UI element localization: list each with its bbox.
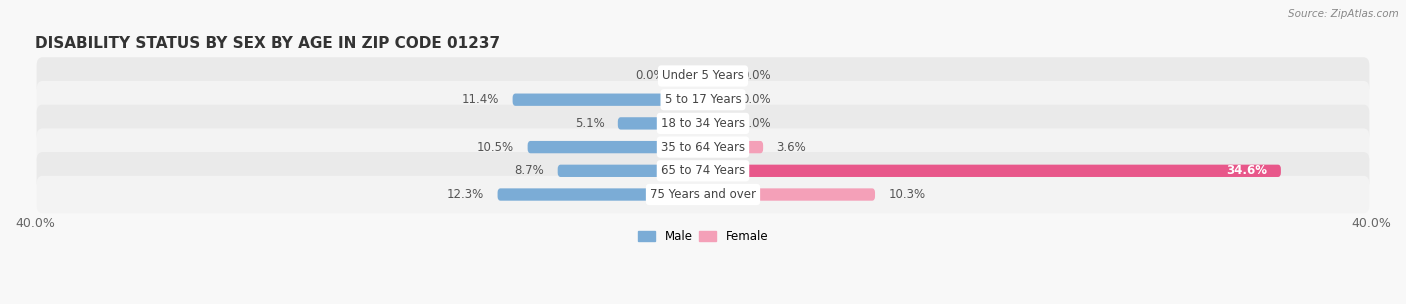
FancyBboxPatch shape — [513, 94, 703, 106]
Text: 5.1%: 5.1% — [575, 117, 605, 130]
Text: 11.4%: 11.4% — [461, 93, 499, 106]
FancyBboxPatch shape — [617, 117, 703, 130]
Text: 0.0%: 0.0% — [741, 117, 770, 130]
Text: 12.3%: 12.3% — [447, 188, 484, 201]
FancyBboxPatch shape — [498, 188, 703, 201]
FancyBboxPatch shape — [703, 188, 875, 201]
Text: Under 5 Years: Under 5 Years — [662, 70, 744, 82]
Text: 34.6%: 34.6% — [1226, 164, 1268, 177]
Text: 3.6%: 3.6% — [776, 141, 806, 154]
FancyBboxPatch shape — [558, 165, 703, 177]
FancyBboxPatch shape — [37, 176, 1369, 213]
FancyBboxPatch shape — [37, 105, 1369, 142]
Text: 5 to 17 Years: 5 to 17 Years — [665, 93, 741, 106]
Text: Source: ZipAtlas.com: Source: ZipAtlas.com — [1288, 9, 1399, 19]
Text: 65 to 74 Years: 65 to 74 Years — [661, 164, 745, 177]
Text: 10.3%: 10.3% — [889, 188, 925, 201]
FancyBboxPatch shape — [703, 141, 763, 153]
Text: 75 Years and over: 75 Years and over — [650, 188, 756, 201]
Text: 8.7%: 8.7% — [515, 164, 544, 177]
Text: 0.0%: 0.0% — [741, 93, 770, 106]
Text: 10.5%: 10.5% — [477, 141, 515, 154]
FancyBboxPatch shape — [703, 70, 728, 82]
FancyBboxPatch shape — [678, 70, 703, 82]
Text: 35 to 64 Years: 35 to 64 Years — [661, 141, 745, 154]
Text: 18 to 34 Years: 18 to 34 Years — [661, 117, 745, 130]
FancyBboxPatch shape — [703, 94, 728, 106]
FancyBboxPatch shape — [37, 81, 1369, 119]
Text: DISABILITY STATUS BY SEX BY AGE IN ZIP CODE 01237: DISABILITY STATUS BY SEX BY AGE IN ZIP C… — [35, 36, 501, 51]
Text: 0.0%: 0.0% — [741, 70, 770, 82]
FancyBboxPatch shape — [37, 128, 1369, 166]
Text: 0.0%: 0.0% — [636, 70, 665, 82]
FancyBboxPatch shape — [703, 117, 728, 130]
FancyBboxPatch shape — [37, 152, 1369, 190]
FancyBboxPatch shape — [527, 141, 703, 153]
Legend: Male, Female: Male, Female — [633, 225, 773, 248]
FancyBboxPatch shape — [37, 57, 1369, 95]
FancyBboxPatch shape — [703, 165, 1281, 177]
